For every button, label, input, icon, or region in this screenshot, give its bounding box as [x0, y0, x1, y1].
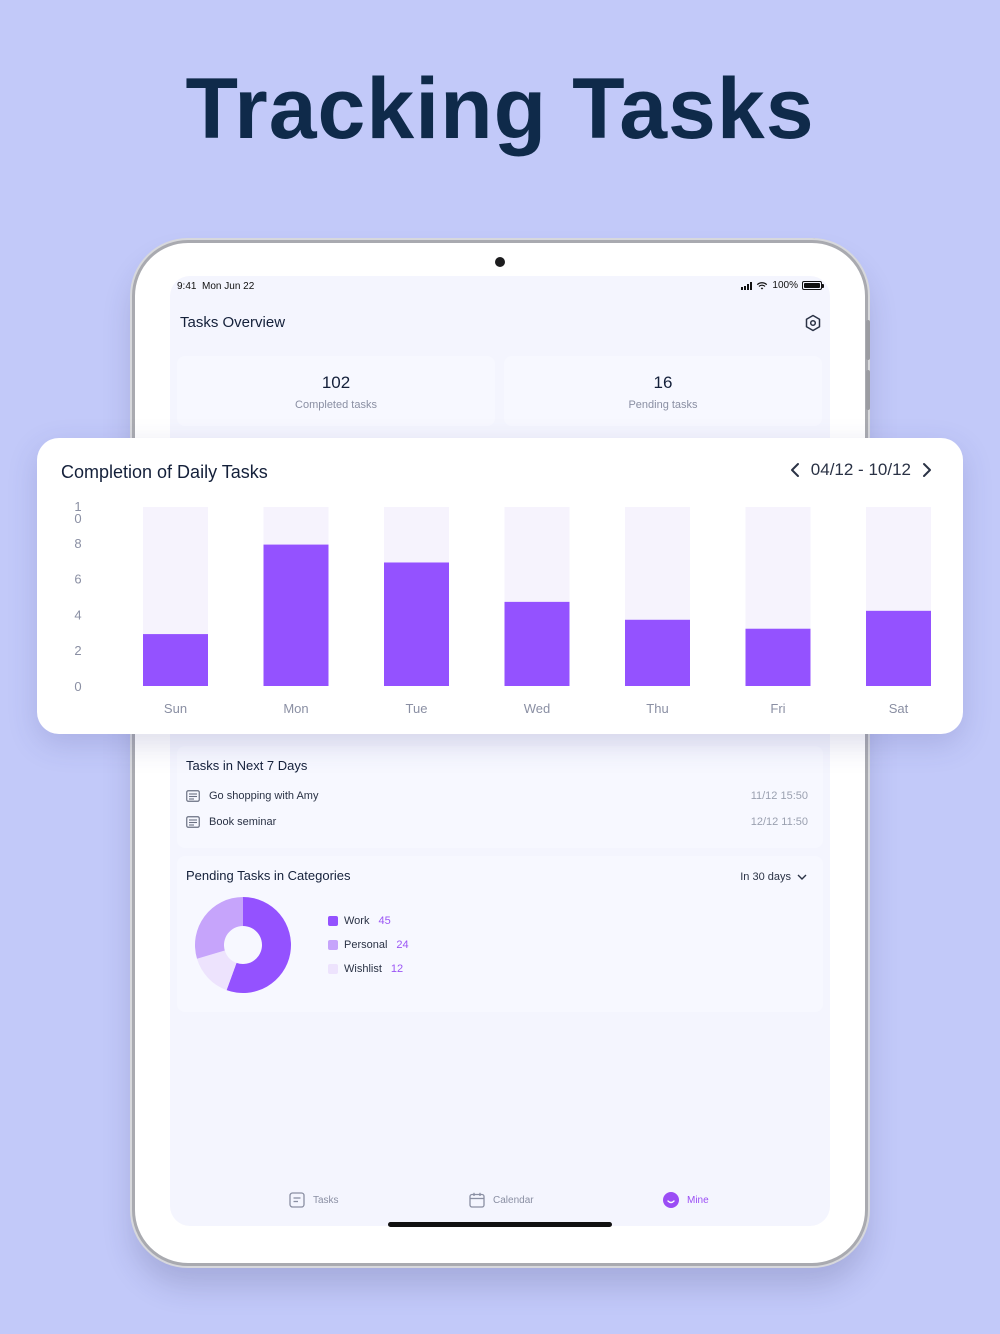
tab-calendar-label: Calendar: [493, 1194, 534, 1206]
legend-item-work: Work 45: [328, 909, 409, 933]
task-name: Book seminar: [209, 816, 277, 828]
range-dropdown-label: In 30 days: [740, 871, 791, 883]
y-tick-label: 6: [74, 572, 81, 587]
chevron-down-icon: [797, 874, 807, 880]
completed-tasks-label: Completed tasks: [295, 399, 377, 411]
legend-item-wishlist: Wishlist 12: [328, 957, 409, 981]
completed-tasks-count: 102: [321, 373, 351, 392]
pending-tasks-label: Pending tasks: [628, 399, 698, 411]
camera-icon: [495, 257, 505, 267]
next-days-title: Tasks in Next 7 Days: [186, 758, 308, 773]
mine-icon: [663, 1192, 679, 1208]
chart-title: Completion of Daily Tasks: [61, 462, 268, 482]
x-tick-label: Tue: [406, 701, 428, 716]
chevron-right-icon[interactable]: [921, 462, 933, 478]
task-note-icon: [186, 790, 200, 802]
battery-icon: [802, 281, 824, 290]
legend-swatch: [328, 940, 338, 950]
task-date: 12/12 11:50: [750, 816, 808, 828]
tasks-icon: [289, 1192, 305, 1208]
categories-donut-chart: [195, 897, 291, 993]
date-range-label: 04/12 - 10/12: [810, 460, 911, 479]
status-time: 9:41 Mon Jun 22: [177, 281, 255, 292]
x-tick-label: Mon: [283, 701, 308, 716]
settings-icon[interactable]: [804, 314, 822, 332]
status-indicators: 100%: [741, 280, 824, 291]
device-volume-up: [866, 320, 870, 360]
bar-sun: [143, 634, 208, 686]
legend-swatch: [328, 964, 338, 974]
y-tick-label: 4: [74, 607, 81, 622]
calendar-icon: [469, 1192, 485, 1208]
completed-tasks-card[interactable]: 102 Completed tasks: [177, 356, 495, 426]
legend-swatch: [328, 916, 338, 926]
task-date: 11/12 15:50: [750, 790, 808, 802]
daily-completion-chart: 0 2 4 6 8 1 0 Sun Mon Tue Wed Thu Fri Sat: [74, 499, 931, 716]
pending-tasks-card[interactable]: 16 Pending tasks: [504, 356, 822, 426]
wifi-icon: [757, 281, 768, 290]
tab-mine[interactable]: Mine: [663, 1192, 709, 1208]
page-title: Tasks Overview: [180, 314, 286, 331]
x-tick-label: Thu: [646, 701, 668, 716]
x-tick-label: Wed: [524, 701, 551, 716]
x-tick-label: Sun: [164, 701, 187, 716]
tab-mine-label: Mine: [687, 1194, 709, 1206]
page-headline: Tracking Tasks: [185, 61, 815, 157]
x-tick-label: Fri: [770, 701, 785, 716]
task-row[interactable]: Go shopping with Amy 11/12 15:50: [186, 786, 814, 806]
cellular-signal-icon: [741, 281, 753, 290]
bar-mon: [263, 544, 329, 686]
range-dropdown[interactable]: In 30 days: [740, 871, 807, 883]
y-tick-label: 8: [74, 536, 81, 551]
x-tick-label: Sat: [889, 701, 909, 716]
categories-panel: Pending Tasks in Categories In 30 days W…: [177, 856, 823, 1012]
date-range-selector: 04/12 - 10/12: [789, 460, 933, 480]
categories-legend: Work 45 Personal 24 Wishlist 12: [328, 909, 409, 981]
status-bar: 9:41 Mon Jun 22 100%: [170, 276, 830, 296]
donut-slice-personal: [195, 897, 243, 959]
donut-slice-wishlist: [197, 950, 237, 991]
donut-slice-work: [226, 897, 291, 993]
legend-count: 12: [390, 963, 404, 975]
bar-thu: [625, 619, 690, 686]
pending-tasks-count: 16: [653, 373, 673, 392]
legend-label: Work: [344, 915, 370, 927]
legend-count: 24: [396, 939, 409, 951]
next-days-panel: Tasks in Next 7 Days Go shopping with Am…: [177, 746, 823, 848]
legend-label: Wishlist: [344, 963, 382, 975]
bar-tue: [384, 562, 449, 686]
home-indicator: [388, 1222, 612, 1227]
legend-label: Personal: [344, 939, 388, 951]
task-row[interactable]: Book seminar 12/12 11:50: [186, 812, 814, 832]
daily-completion-card: 0 2 4 6 8 1 0 Sun Mon Tue Wed Thu Fri Sat Completion …: [37, 438, 963, 734]
bar-wed: [504, 601, 570, 686]
legend-item-personal: Personal 24: [328, 933, 409, 957]
tab-tasks-label: Tasks: [313, 1194, 339, 1206]
tab-bar: Tasks Calendar Mine: [170, 1186, 830, 1216]
battery-percent: 100%: [772, 280, 798, 291]
task-note-icon: [186, 816, 200, 828]
device-volume-down: [866, 370, 870, 410]
bar-sat: [866, 610, 931, 686]
tab-tasks[interactable]: Tasks: [289, 1192, 339, 1208]
bar-fri: [745, 628, 811, 686]
tab-calendar[interactable]: Calendar: [469, 1192, 534, 1208]
chevron-left-icon[interactable]: [789, 462, 801, 478]
legend-count: 45: [378, 915, 391, 927]
app-screen: 9:41 Mon Jun 22 100% Tasks Overview 102 …: [170, 276, 830, 1226]
task-name: Go shopping with Amy: [209, 790, 319, 802]
categories-title: Pending Tasks in Categories: [186, 868, 351, 883]
y-tick-label: 0: [74, 679, 81, 694]
y-tick-label: 2: [74, 643, 81, 658]
